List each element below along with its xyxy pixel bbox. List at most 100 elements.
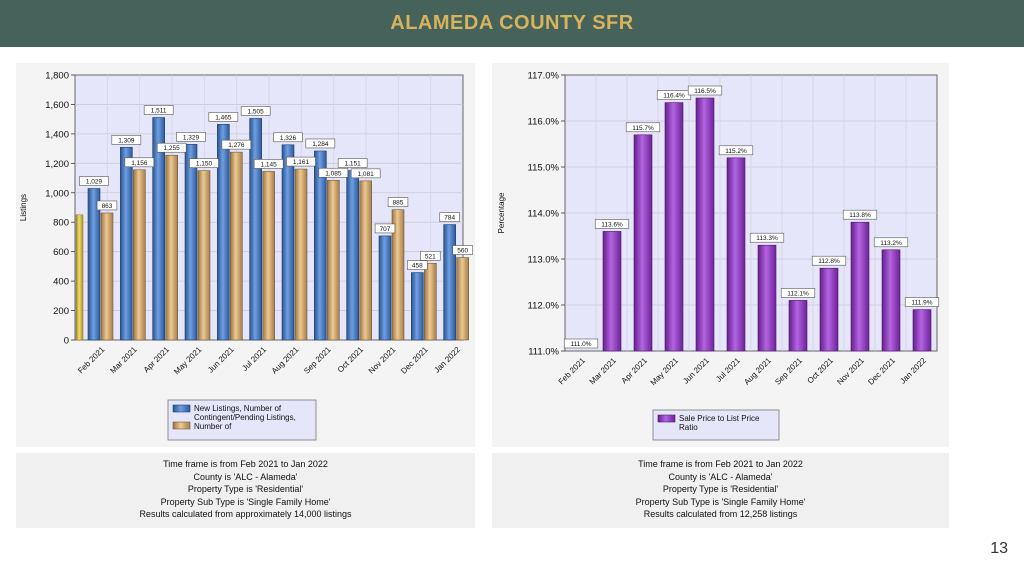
- info-line: Property Sub Type is 'Single Family Home…: [160, 496, 331, 507]
- y-tick-label: 1,000: [45, 188, 69, 199]
- data-label: 1,309: [118, 137, 135, 144]
- y-tick-label: 1,600: [45, 100, 69, 111]
- data-label: 111.0%: [570, 341, 591, 348]
- data-label: 521: [425, 253, 436, 260]
- header-banner: [0, 0, 1024, 47]
- x-tick-label: May 2021: [172, 345, 204, 377]
- bar: [314, 150, 327, 341]
- data-label: 885: [393, 200, 404, 207]
- data-label: 113.3%: [756, 235, 778, 242]
- bar: [120, 146, 133, 341]
- data-label: 1,150: [196, 161, 213, 168]
- y-tick-label: 1,400: [45, 129, 69, 140]
- x-tick-label: Nov 2021: [835, 356, 866, 387]
- bar: [165, 154, 178, 341]
- y-tick-label: 113.0%: [527, 255, 559, 266]
- data-label: 113.2%: [880, 240, 902, 247]
- data-label: 115.7%: [632, 125, 654, 132]
- bar: [695, 97, 715, 352]
- data-label: 115.2%: [725, 148, 747, 155]
- x-tick-label: Dec 2021: [399, 345, 430, 376]
- bar: [152, 117, 165, 341]
- data-label-box: [286, 156, 316, 167]
- data-label-box: [318, 167, 349, 178]
- bar: [217, 124, 230, 341]
- bar: [788, 300, 808, 352]
- legend-label: Number of: [194, 422, 232, 431]
- bar: [633, 134, 653, 352]
- x-tick-label: Jul 2021: [240, 345, 268, 373]
- data-label-box: [124, 157, 155, 168]
- price-ratio-chart-panel: 111.0% 112.0% 113.0% 114.0% 115.0% 116.0% 117.…: [492, 63, 949, 447]
- highlight-bar: [75, 214, 84, 341]
- bar: [912, 309, 932, 352]
- data-label-box: [305, 138, 336, 149]
- x-tick-label: Apr 2021: [620, 356, 650, 386]
- bar: [294, 168, 308, 341]
- bar: [443, 224, 456, 341]
- x-tick-label: Jun 2021: [206, 345, 236, 375]
- data-label: 1,255: [164, 145, 181, 152]
- data-label: 116.4%: [663, 93, 685, 100]
- bar: [850, 221, 870, 352]
- info-line: Time frame is from Feb 2021 to Jan 2022: [638, 459, 803, 469]
- data-label-box: [811, 255, 847, 266]
- bar: [359, 180, 372, 341]
- legend-swatch: [657, 414, 676, 423]
- listings-chart-info: Time frame is from Feb 2021 to Jan 2022 …: [16, 453, 475, 528]
- y-tick-label: 800: [53, 218, 69, 229]
- info-line: Property Type is 'Residential': [662, 484, 779, 494]
- data-label: 863: [102, 203, 113, 210]
- y-tick-label: 1,200: [45, 159, 69, 170]
- page-number: 13: [990, 540, 1008, 557]
- bar: [281, 144, 295, 341]
- price-ratio-bar-chart: 111.0% 112.0% 113.0% 114.0% 115.0% 116.0% 117.…: [497, 71, 940, 441]
- y-axis-label: Listings: [19, 194, 28, 221]
- y-tick-label: 114.0%: [527, 209, 559, 220]
- info-line: County is 'ALC - Alameda': [193, 471, 298, 482]
- bar: [87, 188, 101, 341]
- data-label-box: [452, 245, 473, 255]
- x-tick-label: Mar 2021: [588, 356, 619, 387]
- info-line: Time frame is from Feb 2021 to Jan 2022: [163, 459, 328, 469]
- legend-label: Ratio: [679, 423, 698, 432]
- bar: [249, 118, 262, 341]
- data-label-box: [79, 176, 109, 186]
- bar: [456, 257, 469, 341]
- x-tick-label: Jan 2022: [898, 356, 928, 386]
- data-label: 1,151: [345, 161, 362, 168]
- legend-label: Sale Price to List Price: [679, 414, 760, 423]
- data-label-box: [873, 237, 909, 248]
- info-line: County is 'ALC - Alameda': [668, 471, 773, 482]
- x-tick-label: Oct 2021: [806, 356, 836, 386]
- data-label: 1,329: [183, 134, 200, 141]
- x-tick-label: Feb 2021: [557, 356, 588, 387]
- x-tick-label: Jul 2021: [714, 356, 742, 384]
- x-tick-label: Feb 2021: [76, 345, 107, 376]
- data-label-box: [240, 106, 271, 116]
- data-label-box: [687, 85, 723, 96]
- data-label: 560: [457, 248, 468, 255]
- data-label-box: [780, 288, 816, 298]
- y-tick-label: 0: [64, 336, 69, 347]
- x-tick-label: Nov 2021: [367, 345, 398, 376]
- data-label-box: [407, 260, 428, 270]
- data-label-box: [221, 139, 252, 150]
- bar: [230, 151, 243, 341]
- data-label-box: [189, 158, 219, 168]
- bar: [726, 157, 746, 352]
- y-tick-label: 111.0%: [528, 347, 559, 358]
- x-tick-label: Oct 2021: [336, 345, 366, 375]
- bar: [100, 212, 114, 341]
- data-label-box: [208, 112, 239, 122]
- data-label: 458: [412, 263, 423, 270]
- legend-label: New Listings, Number of: [194, 404, 282, 413]
- x-tick-label: Mar 2021: [108, 345, 139, 376]
- page-title: ALAMEDA COUNTY SFR: [390, 12, 634, 34]
- data-label-box: [904, 297, 940, 307]
- data-label-box: [842, 209, 878, 220]
- data-label: 1,465: [215, 114, 232, 121]
- y-tick-label: 115.0%: [527, 163, 559, 174]
- x-tick-label: Sep 2021: [302, 345, 333, 376]
- y-tick-label: 400: [53, 277, 69, 288]
